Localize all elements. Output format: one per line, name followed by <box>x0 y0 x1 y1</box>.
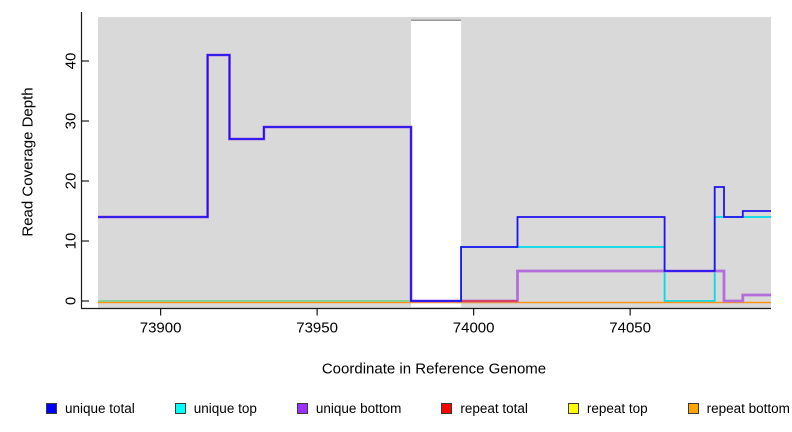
x-tick-label-73900: 73900 <box>139 319 182 337</box>
legend-label: unique bottom <box>315 400 402 416</box>
y-tick-label-10: 10 <box>62 232 80 250</box>
legend-swatch-icon <box>567 402 579 414</box>
legend-item-repeat-bottom: repeat bottom <box>687 400 790 416</box>
legend-label: repeat total <box>460 400 528 416</box>
x-tick-label-73950: 73950 <box>296 319 338 337</box>
legend-swatch-icon <box>441 402 453 414</box>
y-tick-label-40: 40 <box>62 52 80 70</box>
legend-item-repeat-top: repeat top <box>567 400 648 416</box>
x-tick-label-74000: 74000 <box>452 319 495 337</box>
gap-region <box>411 20 462 307</box>
y-tick-label-0: 0 <box>62 296 80 306</box>
legend: unique total unique top unique bottom repea… <box>46 398 790 418</box>
y-tick-label-20: 20 <box>62 172 80 190</box>
legend-label: repeat bottom <box>706 400 790 416</box>
y-tick-label-30: 30 <box>62 112 80 130</box>
legend-item-repeat-total: repeat total <box>441 401 528 416</box>
legend-swatch-icon <box>687 402 699 414</box>
legend-item-unique-total: unique total <box>46 401 135 416</box>
legend-label: repeat top <box>586 400 648 416</box>
legend-swatch-icon <box>46 402 57 414</box>
legend-item-unique-top: unique top <box>174 400 257 416</box>
legend-swatch-icon <box>296 402 308 414</box>
x-tick-label-74050: 74050 <box>609 319 651 337</box>
legend-swatch-icon <box>174 402 186 414</box>
x-axis-title: Coordinate in Reference Genome <box>321 360 547 378</box>
legend-label: unique total <box>65 400 135 416</box>
y-axis-title: Read Coverage Depth <box>19 87 37 237</box>
legend-label: unique top <box>193 400 257 416</box>
legend-item-unique-bottom: unique bottom <box>296 400 402 416</box>
unique-total-line <box>98 54 771 302</box>
